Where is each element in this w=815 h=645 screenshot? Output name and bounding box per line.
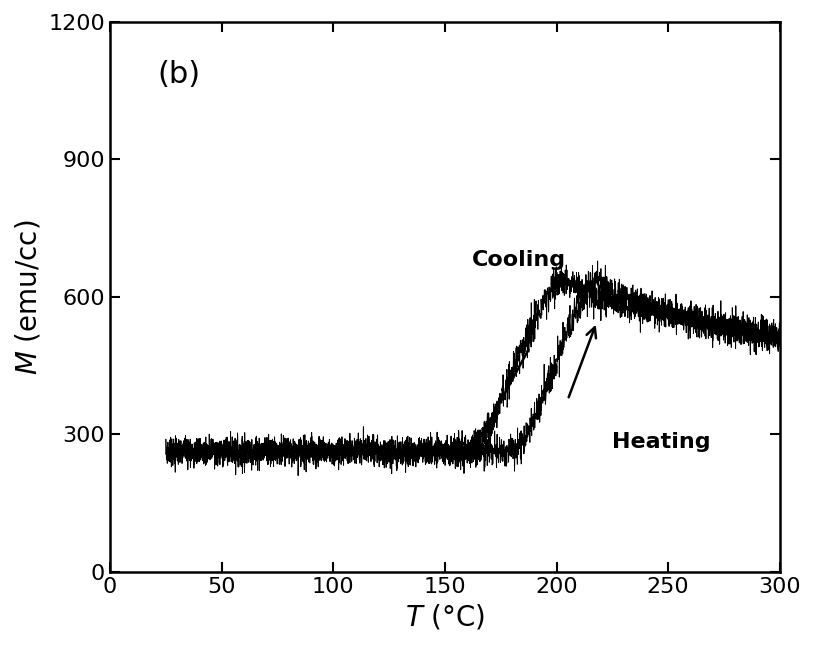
Text: Heating: Heating <box>612 432 711 452</box>
Text: (b): (b) <box>157 61 200 90</box>
Y-axis label: $M$ (emu/cc): $M$ (emu/cc) <box>14 219 43 375</box>
X-axis label: $T$ (°C): $T$ (°C) <box>405 602 485 631</box>
Text: Cooling: Cooling <box>472 250 566 270</box>
